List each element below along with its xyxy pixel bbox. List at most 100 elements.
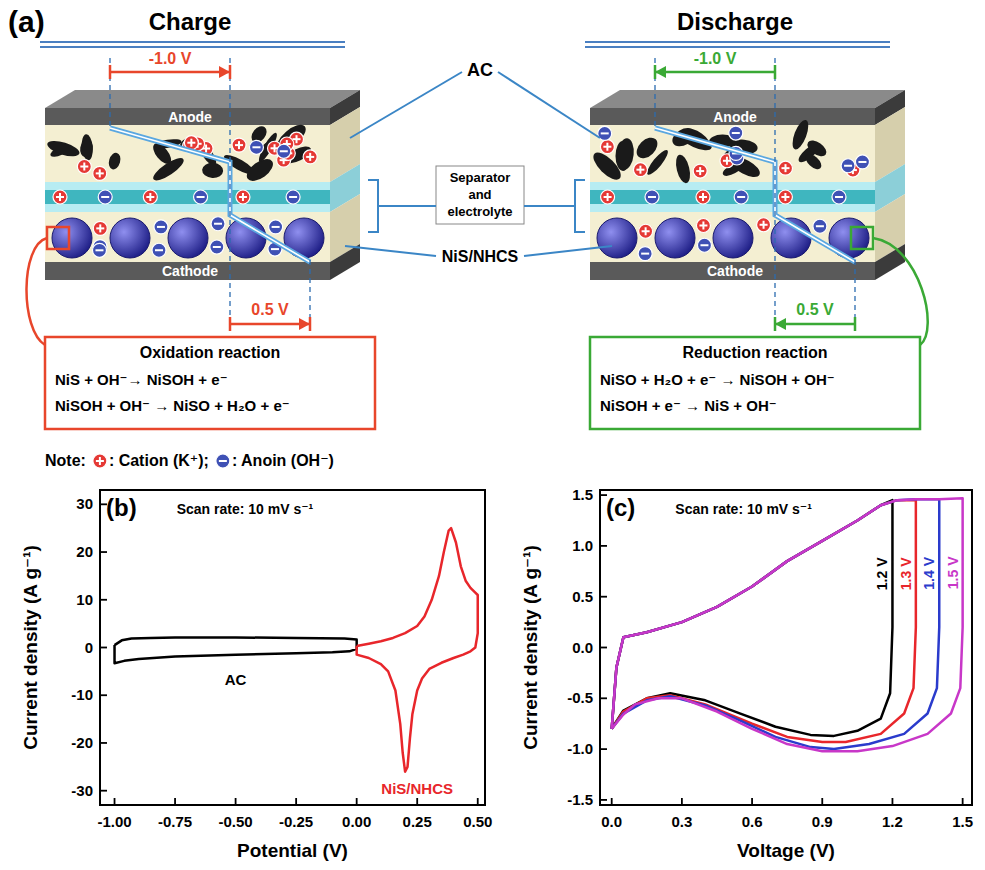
ion-sign [99,224,101,232]
anion-icon [249,140,263,154]
ion-sign [238,141,240,149]
equation: NiSOH + e⁻ → NiS + OH⁻ [600,397,777,414]
guide-line [309,260,310,330]
ion-circle [778,190,792,204]
arrow-shaft [775,323,855,326]
anion-icon [638,247,652,261]
cathode-label: Cathode [707,263,763,279]
cation-icon [696,218,710,232]
ion-circle [249,140,263,154]
connector [26,238,47,345]
bracket [524,180,585,232]
cation-icon [303,150,317,164]
title-rule [585,41,890,43]
x-tick-label: -0.25 [279,813,313,830]
x-tick [751,798,753,805]
ion-sign [648,196,656,198]
ion-circle [778,161,792,175]
anion-icon [729,126,743,140]
anode-plate-top [590,90,905,108]
ion-sign [272,226,280,228]
note-cation: : Cation (K⁺); [109,452,209,469]
anion-icon [194,190,208,204]
carbon-blob [673,153,692,184]
cation-icon [236,190,250,204]
ion-circle [813,219,827,233]
ion-sign [214,223,222,225]
y-tick [100,647,107,649]
voltage-label: -1.0 V [149,50,192,67]
cation-icon [639,224,653,238]
cell-charge: ChargeAnodeCathode-1.0 V0.5 VOxidation r… [26,8,375,429]
cv-curve [612,498,963,751]
chart-0: -1.00-0.75-0.50-0.250.000.250.50-30-20-1… [20,490,493,861]
layer-front [45,108,330,125]
layer-front [45,262,330,280]
note-title: Note: [45,452,86,469]
layer-side [330,244,360,280]
annotation: Scan rate: 10 mV s⁻¹ [177,501,314,517]
anion-icon [210,240,224,254]
voltage-label: 0.5 V [796,301,834,318]
anode-label: Anode [168,109,212,125]
nis-sphere [168,218,208,258]
x-tick-label: 0.3 [671,813,692,830]
equation: NiS + OH⁻→ NiSOH + e⁻ [55,371,228,388]
ion-circle [601,190,615,204]
ion-circle [194,190,208,204]
cv-curve [115,637,357,663]
carbon-blob [805,137,830,159]
panel-title: Discharge [677,8,793,35]
cv-curve [357,528,478,771]
anion-icon [841,159,855,173]
ion-circle [211,217,225,231]
x-axis-title: Voltage (V) [737,840,835,861]
x-tick [114,798,116,805]
nis-sphere [597,218,637,258]
x-tick [681,798,683,805]
series-label: 1.4 V [921,556,937,589]
ion-sign [155,249,163,251]
x-tick [416,798,418,805]
y-tick [600,545,607,547]
ion-circle [757,218,771,232]
ion-circle [693,164,707,178]
guide-line [654,58,655,130]
reaction-title: Oxidation reaction [140,344,280,361]
anion-icon [832,190,846,204]
potential-profile [655,128,855,262]
cv-curve [612,499,940,749]
ion-sign [702,193,704,201]
cell-discharge: DischargeAnodeCathode-1.0 V0.5 VReductio… [585,8,928,429]
y-tick-label: 10 [76,591,93,608]
x-tick-label: 1.2 [882,813,903,830]
cation-icon [53,190,67,204]
y-axis-title: Current density (A g⁻¹) [520,545,541,750]
anode-plate-top [45,90,360,108]
separator-band [45,190,330,204]
y-tick [600,748,607,750]
anion-icon [216,454,230,468]
ion-circle [269,220,283,234]
plot-area [115,528,478,771]
ion-circle [93,166,107,180]
annotation: Scan rate: 10 mV s⁻¹ [675,501,812,517]
panel-label: (a) [8,5,45,38]
guide-line [854,260,855,330]
carbon-blob [79,139,94,159]
bracket [368,180,436,232]
carbon-blob [202,162,224,178]
ion-sign [280,150,288,152]
layer-front [45,212,330,262]
panel-title: Charge [149,8,232,35]
series-label: NiS/NHCS [381,780,453,797]
equation: NiSO + H₂O + e⁻ → NiSOH + OH⁻ [600,371,835,388]
x-tick [295,798,297,805]
ion-circle [277,144,291,158]
x-tick-label: 1.5 [952,813,973,830]
arrow-head [655,66,666,78]
carbon-blob [46,138,82,160]
separator-band [590,190,875,204]
ion-circle [645,190,659,204]
ion-circle [303,150,317,164]
